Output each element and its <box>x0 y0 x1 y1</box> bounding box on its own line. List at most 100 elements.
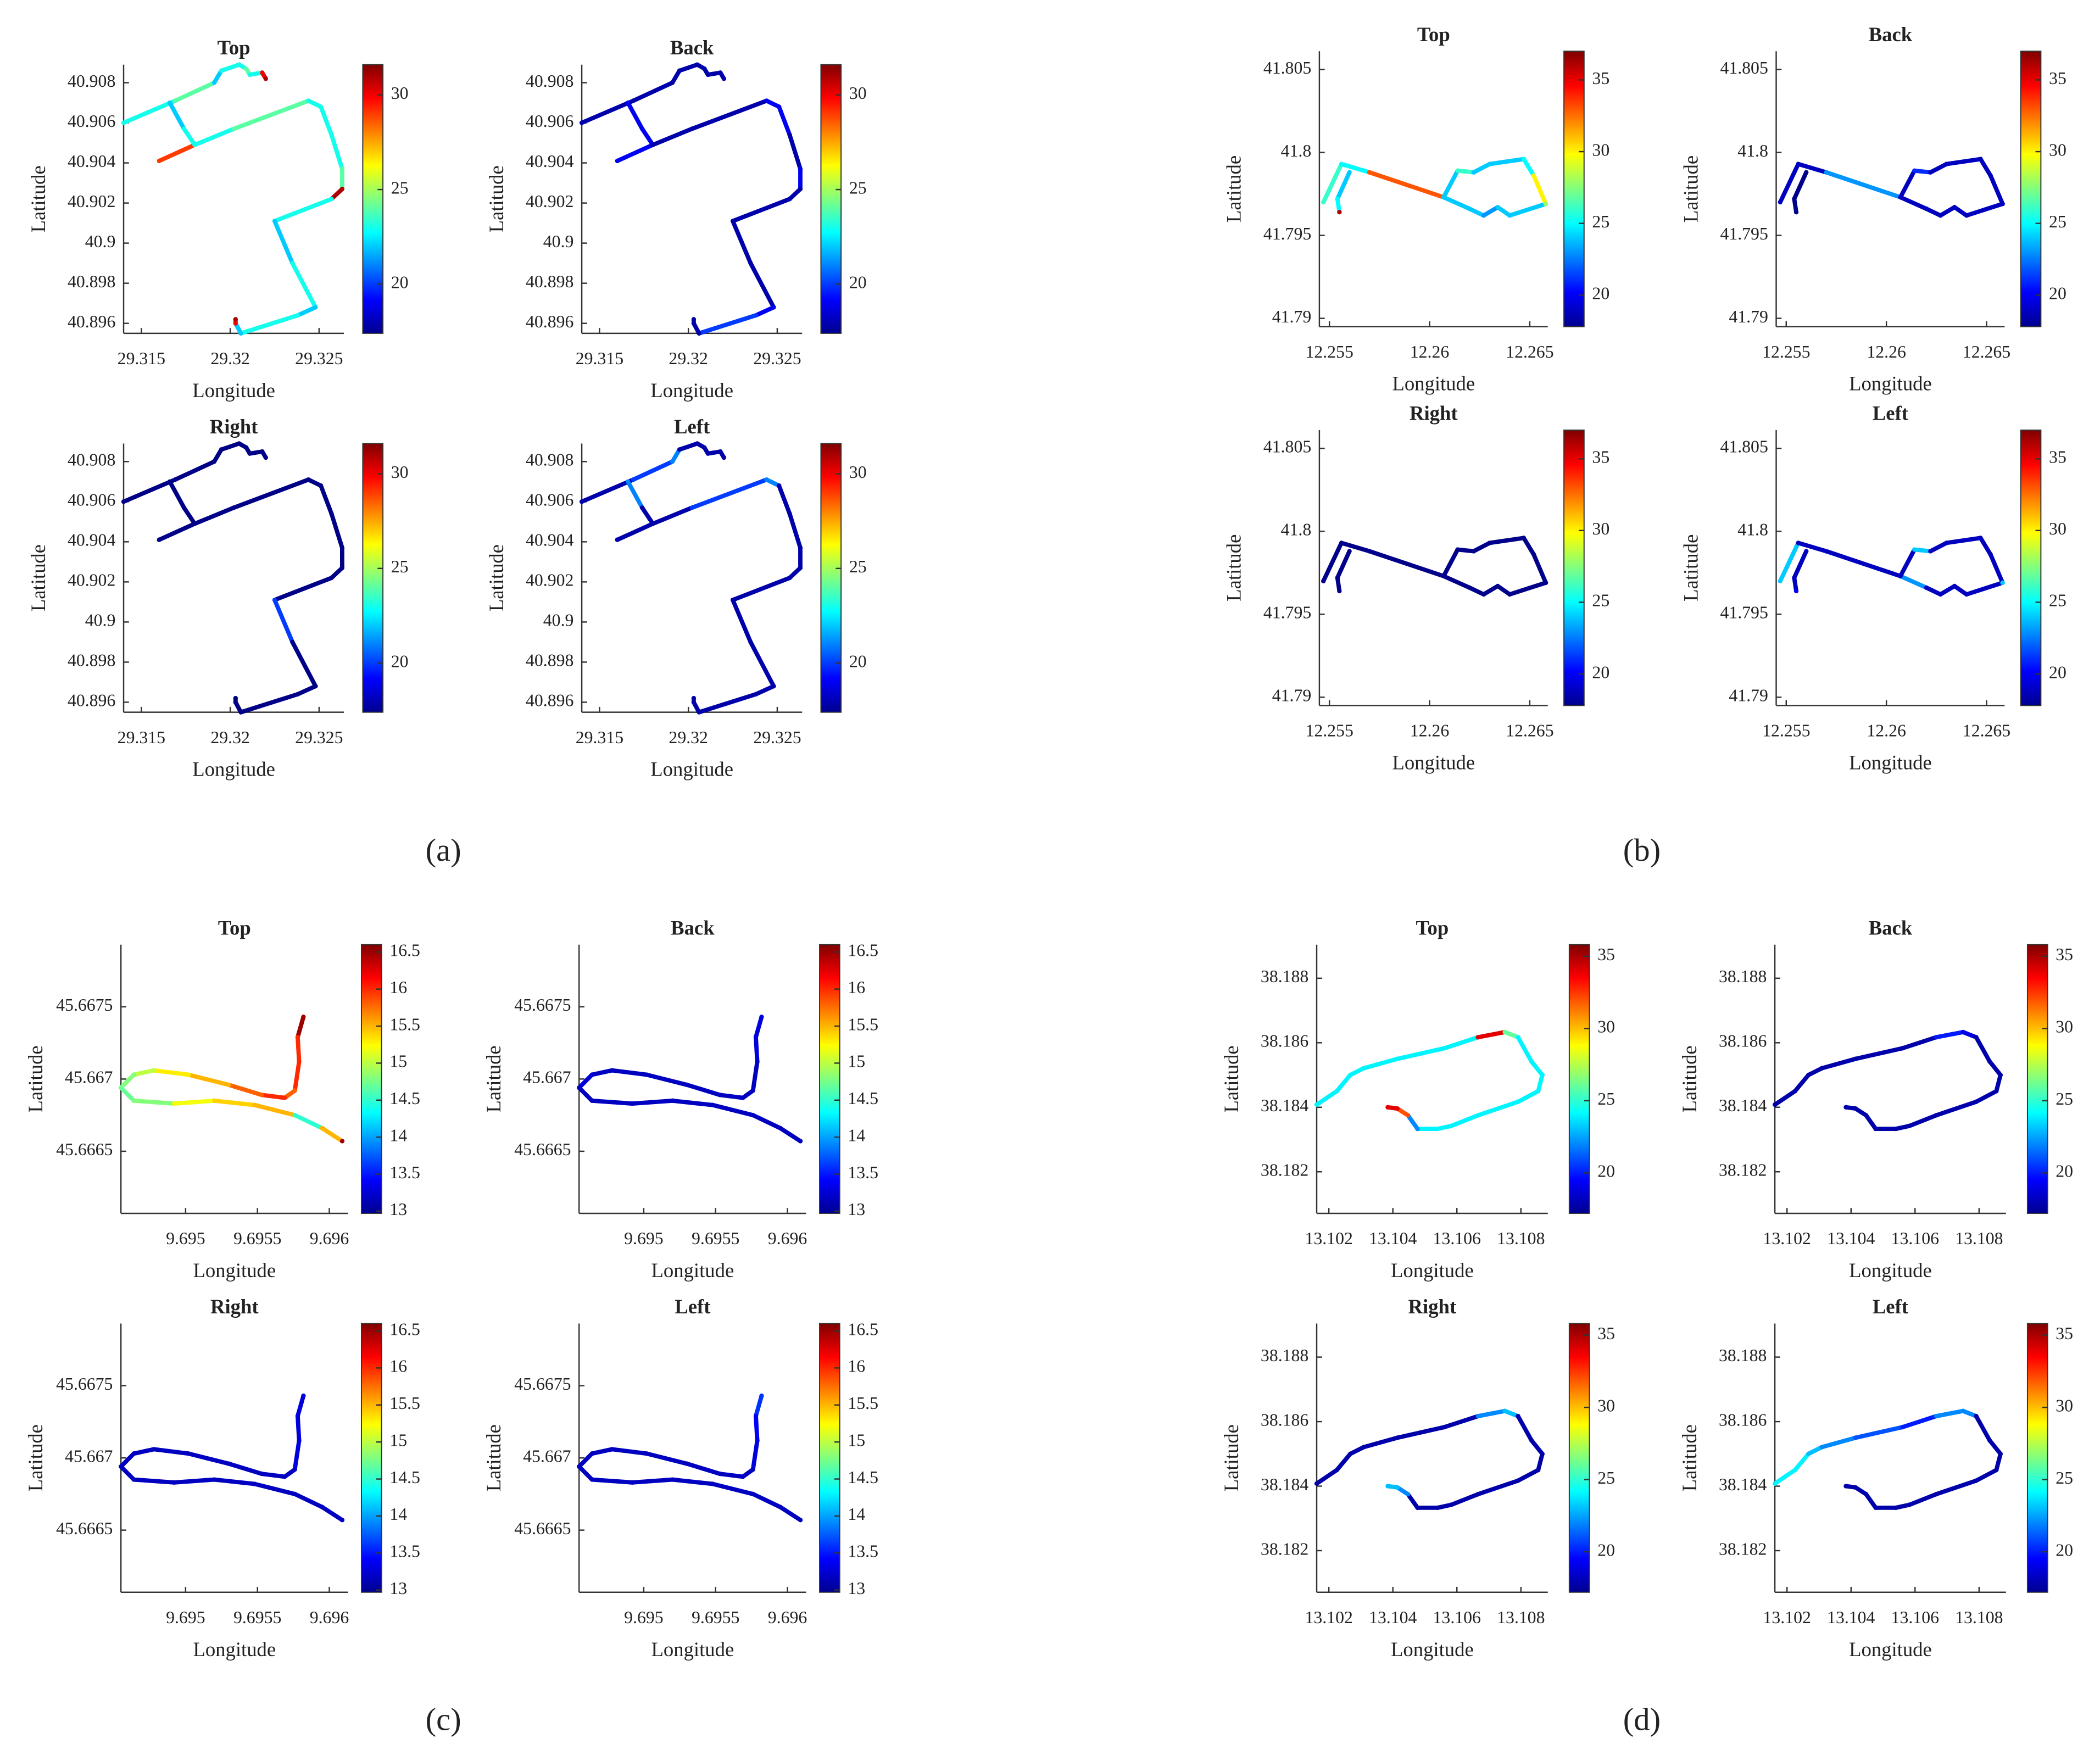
track-point <box>238 710 243 715</box>
x-tick-label: 13.108 <box>1955 1229 2003 1248</box>
track-segment <box>1536 1451 1545 1473</box>
track-point <box>1978 536 1983 541</box>
x-tick-label: 29.325 <box>295 728 343 747</box>
track-point <box>219 68 224 73</box>
track-segment <box>1928 541 1949 554</box>
track-segment <box>226 1082 264 1097</box>
x-tick-label: 13.108 <box>1497 1229 1545 1248</box>
track-point <box>1900 1046 1905 1051</box>
track-segment <box>640 505 655 526</box>
track-point <box>1335 575 1340 580</box>
track-segment <box>252 1481 297 1496</box>
track-point <box>181 505 187 510</box>
y-tick-label: 38.184 <box>1719 1096 1767 1115</box>
track-point <box>1912 168 1917 173</box>
track-point <box>172 477 177 482</box>
y-axis-label: Latitude <box>482 1045 505 1112</box>
track-point <box>1395 1106 1400 1111</box>
track-point <box>233 700 238 705</box>
track-point <box>753 1413 759 1419</box>
colorbar-tick-label: 14.5 <box>848 1468 878 1487</box>
y-tick-label: 41.805 <box>1720 58 1768 77</box>
track-point <box>1487 161 1492 166</box>
track-point <box>1987 1438 1992 1443</box>
track-point <box>1467 585 1472 590</box>
track-point <box>1792 196 1797 202</box>
colorbar <box>2020 51 2042 327</box>
y-tick-label: 45.667 <box>65 1068 113 1087</box>
x-tick-label: 9.695 <box>166 1229 205 1248</box>
track-point <box>1543 580 1548 586</box>
colorbar <box>362 64 384 334</box>
colorbar-tick-label: 35 <box>2056 1324 2073 1343</box>
track-point <box>260 70 265 75</box>
track-segment <box>1912 168 1933 175</box>
y-tick-label: 40.908 <box>526 450 573 470</box>
track-point <box>710 1481 715 1486</box>
track-point <box>1543 201 1548 207</box>
track-segment <box>610 1447 649 1456</box>
track-segment <box>710 1102 755 1118</box>
track-point <box>1938 592 1943 597</box>
x-tick-label: 13.102 <box>1763 1229 1811 1248</box>
track-point <box>226 1461 231 1466</box>
track-point <box>1900 1424 1905 1430</box>
track-point <box>212 1477 217 1482</box>
track-point <box>1481 213 1486 218</box>
x-tick-label: 12.255 <box>1762 721 1810 740</box>
track-point <box>233 695 238 701</box>
track-point <box>2000 580 2005 586</box>
colorbar <box>1568 1323 1590 1593</box>
colorbar-tick-label: 16.5 <box>848 941 878 960</box>
track-point <box>1974 1413 1979 1419</box>
track-point <box>705 72 710 77</box>
x-tick-label: 29.315 <box>118 728 165 747</box>
y-tick-label: 40.908 <box>68 450 115 470</box>
track-point <box>131 1072 136 1077</box>
track-segment <box>1934 1099 1979 1118</box>
track-segment <box>1796 161 1829 175</box>
y-tick-label: 40.906 <box>526 112 573 131</box>
track-point <box>157 158 161 164</box>
colorbar-tick-label: 35 <box>1592 69 1609 88</box>
track-segment <box>577 1451 594 1469</box>
track-segment <box>589 1477 634 1485</box>
track-point <box>1792 1089 1797 1094</box>
colorbar-tick-label: 20 <box>1597 1540 1615 1559</box>
track-point <box>318 104 324 109</box>
track-point <box>121 499 126 504</box>
x-tick-label: 13.102 <box>1305 1229 1352 1248</box>
track-segment <box>1964 202 2005 218</box>
subplot-title: Right <box>1410 402 1458 425</box>
x-axis-label: Longitude <box>651 1638 734 1661</box>
track-segment <box>292 1491 325 1509</box>
track-segment <box>238 692 300 715</box>
track-segment <box>231 98 311 131</box>
track-point <box>1924 207 1929 211</box>
track-point <box>1806 1072 1811 1078</box>
colorbar <box>360 944 382 1214</box>
track-segment <box>296 684 318 697</box>
track-segment <box>1978 536 1993 557</box>
track-point <box>1516 1413 1520 1419</box>
track-segment <box>296 1413 302 1443</box>
track-point <box>755 1438 760 1443</box>
track-segment <box>1796 541 1829 554</box>
track-segment <box>1395 1046 1447 1061</box>
track-point <box>1455 547 1460 552</box>
colorbar-tick-label: 30 <box>849 463 867 482</box>
x-tick-label: 13.108 <box>1497 1608 1545 1627</box>
colorbar-tick-label: 25 <box>849 557 867 576</box>
track-segment <box>329 565 344 580</box>
track-point <box>247 451 252 456</box>
x-axis-label: Longitude <box>192 379 275 402</box>
track-point <box>1974 1099 1979 1104</box>
x-tick-label: 9.695 <box>624 1229 664 1248</box>
track-point <box>1796 541 1801 545</box>
track-point <box>1964 213 1969 218</box>
track-segment <box>1974 1468 1999 1483</box>
y-tick-label: 38.188 <box>1719 967 1767 986</box>
y-tick-label: 41.8 <box>1281 141 1312 160</box>
track-segment <box>577 1085 594 1103</box>
track-point <box>226 1082 231 1088</box>
